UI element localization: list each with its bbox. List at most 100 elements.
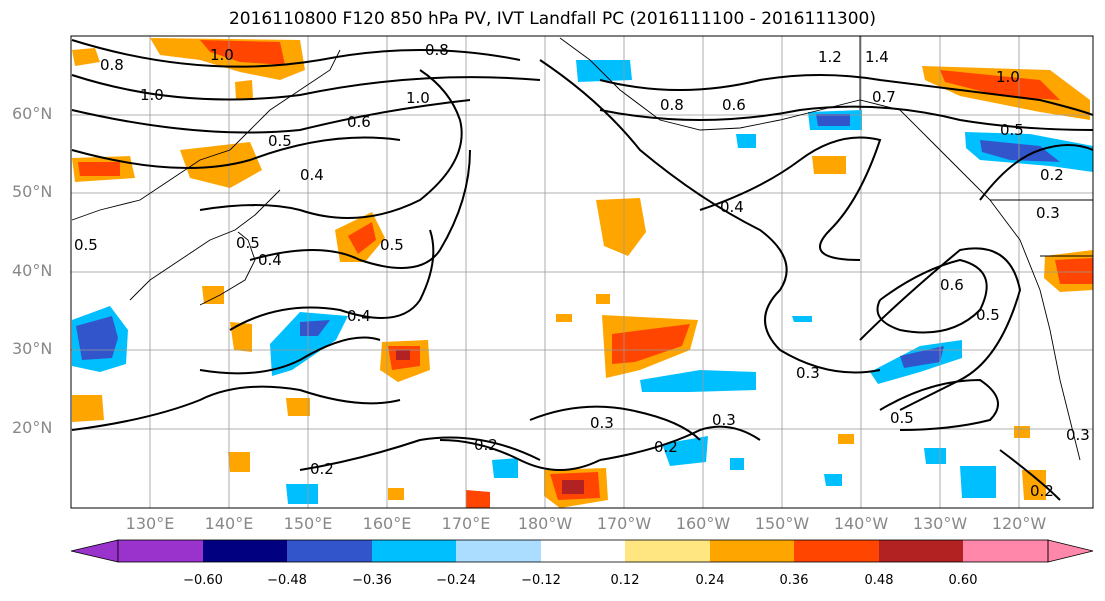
lon-label: 120°W bbox=[991, 514, 1047, 533]
contour-label: 0.3 bbox=[1036, 204, 1060, 222]
negative-anomaly bbox=[662, 436, 708, 466]
colorbar-bin bbox=[625, 540, 710, 562]
positive-anomaly bbox=[348, 222, 376, 254]
positive-anomaly bbox=[562, 480, 584, 494]
contour-label: 0.2 bbox=[1040, 166, 1064, 184]
negative-anomaly bbox=[824, 474, 842, 486]
negative-anomaly bbox=[792, 316, 812, 322]
contour-label: 0.2 bbox=[474, 436, 498, 454]
colorbar-bin bbox=[372, 540, 456, 562]
contour-label: 0.6 bbox=[722, 96, 746, 114]
colorbar-tick-label: −0.36 bbox=[352, 573, 392, 588]
lat-label: 60°N bbox=[12, 104, 53, 123]
lat-label: 50°N bbox=[12, 182, 53, 201]
positive-anomaly bbox=[556, 314, 572, 322]
map-frame bbox=[70, 35, 1094, 509]
contour-label: 0.4 bbox=[720, 198, 744, 216]
lat-label: 20°N bbox=[12, 418, 53, 437]
contour-label: 0.3 bbox=[712, 411, 736, 429]
colorbar-tick-label: 0.36 bbox=[779, 573, 809, 588]
positive-anomaly bbox=[235, 80, 253, 100]
contour-label: 0.8 bbox=[660, 96, 684, 114]
contour-label: 1.0 bbox=[406, 89, 430, 107]
negative-anomaly bbox=[492, 458, 518, 478]
contour-label: 0.4 bbox=[347, 307, 371, 325]
lon-label: 170°W bbox=[596, 514, 652, 533]
lon-label: 140°W bbox=[833, 514, 889, 533]
contour-label: 0.2 bbox=[654, 438, 678, 456]
colorbar-tick-label: −0.12 bbox=[521, 573, 561, 588]
contour-label: 0.7 bbox=[872, 88, 896, 106]
contour-label: 1.2 bbox=[818, 48, 842, 66]
colorbar-extend-max bbox=[1047, 539, 1094, 563]
lon-label: 170°E bbox=[441, 514, 491, 533]
contour-label: 1.0 bbox=[996, 68, 1020, 86]
positive-anomaly bbox=[78, 162, 120, 176]
lon-label: 150°W bbox=[754, 514, 810, 533]
positive-anomaly bbox=[466, 490, 490, 508]
colorbar-bin bbox=[456, 540, 541, 562]
contour-label: 0.5 bbox=[74, 236, 98, 254]
negative-anomaly bbox=[960, 466, 996, 498]
negative-anomaly bbox=[576, 60, 632, 82]
positive-anomaly bbox=[72, 48, 100, 66]
positive-anomaly bbox=[230, 322, 252, 352]
colorbar-bin bbox=[118, 540, 203, 562]
positive-anomaly bbox=[838, 434, 854, 444]
positive-anomaly bbox=[812, 156, 846, 174]
colorbar-bin bbox=[541, 540, 625, 562]
lon-label: 130°W bbox=[912, 514, 968, 533]
negative-anomaly bbox=[300, 320, 330, 336]
positive-anomaly bbox=[596, 294, 610, 304]
lat-label: 40°N bbox=[12, 261, 53, 280]
negative-anomaly bbox=[736, 134, 756, 148]
negative-anomaly bbox=[980, 140, 1060, 162]
contour-label: 0.3 bbox=[590, 414, 614, 432]
lon-label: 150°E bbox=[283, 514, 333, 533]
graticule bbox=[71, 36, 1093, 508]
contour-label: 0.8 bbox=[100, 56, 124, 74]
contour-label: 0.2 bbox=[1030, 482, 1054, 500]
positive-anomaly bbox=[228, 452, 250, 472]
contour-label: 0.5 bbox=[1000, 121, 1024, 139]
contour-label: 0.6 bbox=[347, 113, 371, 131]
positive-anomaly bbox=[388, 488, 404, 500]
positive-anomaly bbox=[1022, 470, 1046, 500]
positive-anomaly bbox=[1014, 426, 1030, 438]
colorbar-tick-label: 0.12 bbox=[610, 573, 640, 588]
colorbar-tick-label: 0.48 bbox=[864, 573, 894, 588]
contour-label: 1.0 bbox=[140, 86, 164, 104]
lon-label: 140°E bbox=[204, 514, 254, 533]
colorbar-tick-label: −0.24 bbox=[436, 573, 476, 588]
negative-anomaly bbox=[730, 458, 744, 470]
positive-anomaly bbox=[396, 350, 410, 360]
contour-label: 1.4 bbox=[865, 48, 889, 66]
colorbar bbox=[70, 539, 1094, 563]
contour-label: 1.0 bbox=[210, 46, 234, 64]
negative-anomaly bbox=[76, 316, 118, 360]
negative-anomaly bbox=[270, 312, 348, 376]
negative-anomaly bbox=[900, 346, 944, 368]
contour-label: 0.6 bbox=[940, 276, 964, 294]
colorbar-extend-min bbox=[70, 539, 119, 563]
contour-label: 0.5 bbox=[380, 236, 404, 254]
contour-label: 0.5 bbox=[268, 132, 292, 150]
contour-label: 0.5 bbox=[890, 409, 914, 427]
colorbar-tick-label: −0.48 bbox=[267, 573, 307, 588]
colorbar-bin bbox=[287, 540, 372, 562]
lon-label: 160°W bbox=[675, 514, 731, 533]
positive-anomaly bbox=[200, 40, 285, 65]
colorbar-bin bbox=[203, 540, 287, 562]
positive-anomaly bbox=[72, 395, 104, 422]
pv-contours bbox=[71, 39, 1094, 501]
colorbar-tick-label: −0.60 bbox=[183, 573, 223, 588]
positive-anomaly bbox=[202, 286, 224, 304]
lon-label: 160°E bbox=[362, 514, 412, 533]
colorbar-bin bbox=[710, 540, 794, 562]
lon-label: 180°W bbox=[517, 514, 573, 533]
contour-label: 0.8 bbox=[425, 41, 449, 59]
lon-label: 130°E bbox=[125, 514, 175, 533]
lat-label: 30°N bbox=[12, 339, 53, 358]
contour-label: 0.4 bbox=[300, 166, 324, 184]
colorbar-bin bbox=[794, 540, 879, 562]
